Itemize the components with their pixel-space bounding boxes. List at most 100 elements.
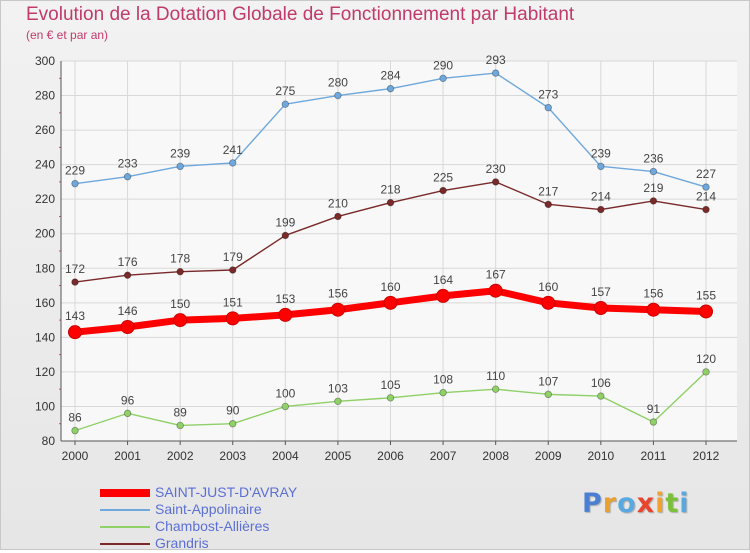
series-1-point-2000 (71, 179, 79, 188)
series-0-point-2010 (593, 301, 608, 315)
logo-letter: o (617, 488, 637, 519)
series-1-point-2003 (229, 159, 237, 167)
legend-swatch-saint-just (100, 489, 150, 497)
series-3-point-2006 (386, 198, 395, 207)
series-2-point-2009 (544, 390, 552, 399)
series-3-data-label-2003: 179 (223, 250, 243, 264)
logo-letter: r (602, 488, 618, 519)
y-tick-label-160: 160 (35, 296, 55, 310)
series-0-data-label-2007: 164 (433, 273, 453, 287)
x-tick-label-2009: 2009 (535, 449, 562, 463)
series-2-point-2012 (702, 368, 710, 376)
series-3-point-2001 (123, 271, 132, 279)
series-1-point-2008 (491, 69, 500, 77)
series-0-data-label-2001: 146 (118, 304, 138, 318)
series-1-data-label-2007: 290 (433, 58, 453, 72)
series-2-data-label-2002: 89 (173, 405, 187, 419)
series-3-data-label-2009: 217 (538, 184, 558, 198)
series-3-point-2004 (281, 231, 290, 240)
series-0-point-2005 (330, 302, 345, 317)
y-tick-label-100: 100 (35, 399, 55, 413)
series-1-data-label-2010: 239 (591, 146, 611, 160)
series-3-data-label-2008: 230 (486, 162, 506, 176)
series-1-point-2010 (597, 162, 605, 171)
series-1-data-label-2000: 229 (65, 164, 85, 178)
series-3-data-label-2004: 199 (275, 215, 295, 229)
series-2-point-2006 (386, 394, 395, 402)
series-2-point-2007 (439, 388, 447, 397)
series-1-point-2007 (439, 74, 447, 82)
legend-label-saint-just: SAINT-JUST-D'AVRAY (155, 484, 298, 500)
series-0-point-2012 (699, 304, 713, 319)
y-tick-label-300: 300 (35, 54, 55, 68)
series-0-point-2008 (488, 283, 503, 298)
series-1-data-label-2011: 236 (643, 152, 663, 166)
series-0-point-2007 (436, 288, 451, 303)
series-2-data-label-2005: 103 (328, 381, 348, 395)
series-1-data-label-2008: 293 (486, 53, 506, 67)
x-tick-label-2003: 2003 (219, 449, 246, 463)
legend-label-saint-appolinaire: Saint-Appolinaire (155, 501, 262, 517)
series-2-point-2003 (229, 420, 237, 428)
series-3-point-2008 (491, 178, 500, 186)
series-2-data-label-2012: 120 (696, 352, 716, 366)
series-2-data-label-2007: 108 (433, 373, 453, 387)
series-2-point-2005 (334, 397, 342, 405)
series-1-data-label-2001: 233 (118, 157, 138, 171)
series-0-data-label-2000: 143 (65, 309, 85, 323)
series-0-point-2003 (225, 311, 240, 326)
series-2-data-label-2009: 107 (538, 374, 558, 388)
logo-letter: i (655, 488, 666, 519)
legend-swatch-saint-appolinaire (100, 509, 150, 511)
x-tick-label-2001: 2001 (114, 449, 141, 463)
series-0-point-2002 (173, 313, 188, 328)
logo-letter: P (582, 488, 603, 519)
series-0-data-label-2003: 151 (223, 295, 243, 309)
series-0-data-label-2011: 156 (643, 287, 663, 301)
series-1-data-label-2006: 284 (380, 69, 400, 83)
series-0-data-label-2006: 160 (380, 280, 400, 294)
legend-label-chambost-allieres: Chambost-Allières (155, 518, 270, 534)
series-0-data-label-2010: 157 (591, 285, 611, 299)
series-1-point-2004 (281, 100, 290, 108)
series-1-point-2011 (649, 167, 658, 176)
legend-swatch-grandris (100, 543, 150, 545)
series-3-data-label-2006: 218 (380, 183, 400, 197)
series-1-point-2001 (123, 173, 132, 181)
series-3-data-label-2010: 214 (591, 190, 611, 204)
series-3-data-label-2002: 178 (170, 252, 190, 266)
y-tick-label-180: 180 (35, 261, 55, 275)
series-2-data-label-2008: 110 (486, 369, 505, 383)
legend-label-grandris: Grandris (155, 535, 209, 551)
series-3-point-2012 (702, 205, 710, 214)
series-2-point-2004 (281, 402, 290, 411)
series-3-point-2009 (544, 200, 552, 209)
series-0-point-2011 (646, 302, 661, 317)
series-1-data-label-2012: 227 (696, 167, 716, 181)
x-tick-label-2002: 2002 (167, 449, 194, 463)
y-tick-label-200: 200 (35, 227, 55, 241)
series-0-data-label-2005: 156 (328, 287, 348, 301)
series-1-data-label-2003: 241 (223, 143, 243, 157)
y-tick-label-260: 260 (35, 123, 55, 137)
series-0-data-label-2002: 150 (170, 297, 190, 311)
series-0-point-2009 (541, 295, 556, 310)
series-2-point-2008 (491, 385, 500, 393)
series-3-data-label-2001: 176 (118, 255, 138, 269)
y-tick-label-80: 80 (42, 434, 56, 448)
plot-area (61, 61, 737, 441)
series-0-point-2004 (278, 307, 293, 322)
series-2-data-label-2011: 91 (647, 402, 661, 416)
x-tick-label-2011: 2011 (641, 449, 667, 463)
series-2-data-label-2001: 96 (121, 393, 135, 407)
series-2-data-label-2000: 86 (68, 411, 82, 425)
logo-letter: x (636, 488, 656, 519)
y-tick-label-220: 220 (35, 192, 55, 206)
x-tick-label-2004: 2004 (272, 449, 299, 463)
series-0-data-label-2012: 155 (696, 288, 716, 302)
series-2-point-2010 (597, 392, 605, 400)
series-1-data-label-2002: 239 (170, 146, 190, 160)
series-1-data-label-2005: 280 (328, 76, 348, 90)
series-1-point-2006 (386, 84, 395, 93)
